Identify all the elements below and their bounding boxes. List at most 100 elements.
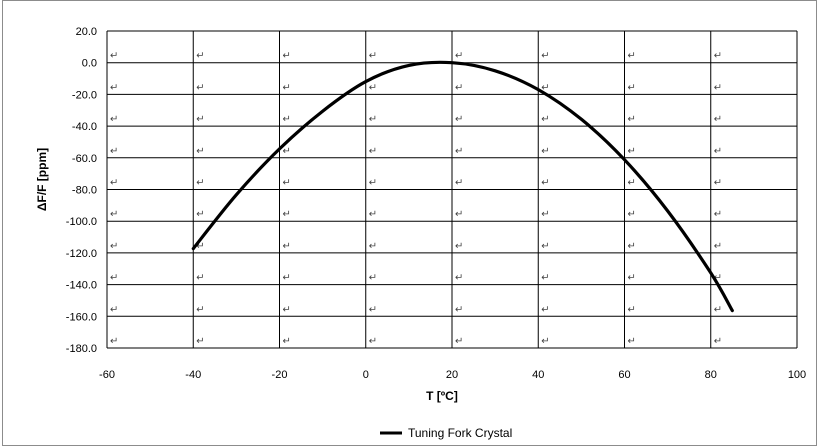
y-tick-label: -180.0 bbox=[66, 343, 97, 355]
x-tick-label: 60 bbox=[618, 369, 630, 381]
cell-marker-glyph: ↵ bbox=[541, 273, 549, 284]
cell-marker-glyph: ↵ bbox=[196, 146, 204, 157]
cell-marker-glyph: ↵ bbox=[369, 82, 377, 93]
cell-marker-glyph: ↵ bbox=[628, 209, 636, 220]
cell-marker-glyph: ↵ bbox=[196, 304, 204, 315]
cell-marker-glyph: ↵ bbox=[196, 82, 204, 93]
cell-marker-glyph: ↵ bbox=[283, 304, 291, 315]
x-tick-label: 80 bbox=[705, 369, 717, 381]
cell-marker-glyph: ↵ bbox=[455, 82, 463, 93]
cell-marker-glyph: ↵ bbox=[628, 304, 636, 315]
y-tick-label: 0.0 bbox=[82, 58, 97, 70]
cell-marker-glyph: ↵ bbox=[196, 336, 204, 347]
cell-marker-glyph: ↵ bbox=[110, 336, 118, 347]
cell-marker-glyph: ↵ bbox=[110, 51, 118, 62]
x-tick-label: 40 bbox=[532, 369, 544, 381]
y-tick-label: -80.0 bbox=[72, 185, 97, 197]
x-axis-title: T [ºC] bbox=[426, 389, 458, 403]
cell-marker-glyph: ↵ bbox=[541, 336, 549, 347]
cell-marker-glyph: ↵ bbox=[541, 114, 549, 125]
cell-marker-glyph: ↵ bbox=[369, 336, 377, 347]
cell-marker-glyph: ↵ bbox=[628, 273, 636, 284]
cell-marker-glyph: ↵ bbox=[714, 336, 722, 347]
cell-marker-glyph: ↵ bbox=[110, 114, 118, 125]
cell-marker-glyph: ↵ bbox=[714, 241, 722, 252]
cell-marker-glyph: ↵ bbox=[283, 82, 291, 93]
x-tick-label: -20 bbox=[272, 369, 288, 381]
cell-marker-glyph: ↵ bbox=[369, 273, 377, 284]
cell-marker-glyph: ↵ bbox=[628, 241, 636, 252]
x-tick-label: -60 bbox=[99, 369, 115, 381]
cell-marker-glyph: ↵ bbox=[283, 178, 291, 189]
cell-marker-glyph: ↵ bbox=[455, 336, 463, 347]
cell-marker-glyph: ↵ bbox=[196, 209, 204, 220]
cell-marker-glyph: ↵ bbox=[110, 241, 118, 252]
cell-marker-glyph: ↵ bbox=[369, 51, 377, 62]
cell-marker-glyph: ↵ bbox=[455, 304, 463, 315]
cell-marker-glyph: ↵ bbox=[369, 178, 377, 189]
cell-marker-glyph: ↵ bbox=[541, 146, 549, 157]
cell-marker-glyph: ↵ bbox=[196, 273, 204, 284]
cell-marker-glyph: ↵ bbox=[110, 146, 118, 157]
cell-marker-glyph: ↵ bbox=[541, 209, 549, 220]
cell-marker-glyph: ↵ bbox=[455, 51, 463, 62]
y-tick-label: -140.0 bbox=[66, 280, 97, 292]
cell-marker-glyph: ↵ bbox=[714, 51, 722, 62]
cell-marker-glyph: ↵ bbox=[541, 304, 549, 315]
cell-marker-glyph: ↵ bbox=[455, 178, 463, 189]
cell-marker-glyph: ↵ bbox=[714, 304, 722, 315]
cell-marker-glyph: ↵ bbox=[196, 241, 204, 252]
y-tick-label: 20.0 bbox=[76, 26, 97, 38]
grid bbox=[106, 30, 798, 349]
cell-marker-glyph: ↵ bbox=[196, 114, 204, 125]
y-tick-label: -160.0 bbox=[66, 311, 97, 323]
cell-marker-glyph: ↵ bbox=[628, 114, 636, 125]
cell-marker-glyph: ↵ bbox=[455, 273, 463, 284]
cell-marker-glyph: ↵ bbox=[541, 51, 549, 62]
y-tick-label: -120.0 bbox=[66, 248, 97, 260]
cell-marker-glyph: ↵ bbox=[283, 273, 291, 284]
y-tick-label: -20.0 bbox=[72, 89, 97, 101]
cell-marker-glyph: ↵ bbox=[110, 304, 118, 315]
y-tick-label: -100.0 bbox=[66, 216, 97, 228]
y-tick-label: -60.0 bbox=[72, 153, 97, 165]
cell-marker-glyph: ↵ bbox=[628, 51, 636, 62]
y-axis-title: ΔF/F [ppm] bbox=[35, 148, 49, 211]
cell-marker-glyph: ↵ bbox=[714, 82, 722, 93]
cell-marker-glyph: ↵ bbox=[369, 146, 377, 157]
legend-label: Tuning Fork Crystal bbox=[408, 426, 512, 440]
legend: Tuning Fork Crystal bbox=[380, 426, 512, 440]
cell-marker-glyph: ↵ bbox=[283, 209, 291, 220]
cell-marker-glyph: ↵ bbox=[369, 241, 377, 252]
cell-marker-glyph: ↵ bbox=[628, 178, 636, 189]
cell-marker-glyph: ↵ bbox=[283, 114, 291, 125]
cell-marker-glyph: ↵ bbox=[110, 273, 118, 284]
cell-marker-glyph: ↵ bbox=[714, 209, 722, 220]
cell-marker-glyph: ↵ bbox=[369, 304, 377, 315]
x-tick-labels: -60 -40 -20 0 20 40 60 80 100 bbox=[99, 369, 806, 381]
cell-marker-glyph: ↵ bbox=[541, 82, 549, 93]
cell-marker-glyph: ↵ bbox=[196, 51, 204, 62]
series-line-tuning-fork-crystal bbox=[191, 60, 734, 313]
cell-marker-glyph: ↵ bbox=[283, 336, 291, 347]
cell-marker-glyph: ↵ bbox=[628, 82, 636, 93]
cell-marker-glyph: ↵ bbox=[628, 336, 636, 347]
cell-marker-glyph: ↵ bbox=[369, 209, 377, 220]
cell-marker-glyph: ↵ bbox=[455, 114, 463, 125]
cell-marker-glyph: ↵ bbox=[196, 178, 204, 189]
cell-marker-glyph: ↵ bbox=[110, 209, 118, 220]
cell-markers: ↵ ↵ ↵ ↵ ↵ ↵ ↵ ↵ ↵ ↵ ↵ ↵ ↵ ↵ ↵ ↵ ↵ ↵ ↵ ↵ ↵ ↵ ↵ ↵ ↵ ↵ ↵ ↵ ↵ ↵ ↵ ↵ ↵ ↵ ↵ ↵ ↵ ↵ ↵ ↵… bbox=[110, 51, 722, 347]
x-tick-label: 100 bbox=[788, 369, 806, 381]
y-tick-labels: 20.0 0.0 -20.0 -40.0 -60.0 -80.0 -100.0 -120.0 -… bbox=[66, 26, 97, 355]
cell-marker-glyph: ↵ bbox=[541, 178, 549, 189]
cell-marker-glyph: ↵ bbox=[110, 82, 118, 93]
cell-marker-glyph: ↵ bbox=[283, 51, 291, 62]
x-tick-label: -40 bbox=[185, 369, 201, 381]
chart-canvas: ↵ ↵ ↵ ↵ ↵ ↵ ↵ ↵ ↵ ↵ ↵ ↵ ↵ ↵ ↵ ↵ ↵ ↵ ↵ ↵ ↵ ↵ ↵ ↵ ↵ ↵ ↵ ↵ ↵ ↵ ↵ ↵ ↵ ↵ ↵ ↵ ↵ ↵ ↵ ↵… bbox=[35, 26, 806, 440]
cell-marker-glyph: ↵ bbox=[455, 146, 463, 157]
x-tick-label: 0 bbox=[363, 369, 369, 381]
x-tick-label: 20 bbox=[446, 369, 458, 381]
cell-marker-glyph: ↵ bbox=[369, 114, 377, 125]
cell-marker-glyph: ↵ bbox=[283, 146, 291, 157]
